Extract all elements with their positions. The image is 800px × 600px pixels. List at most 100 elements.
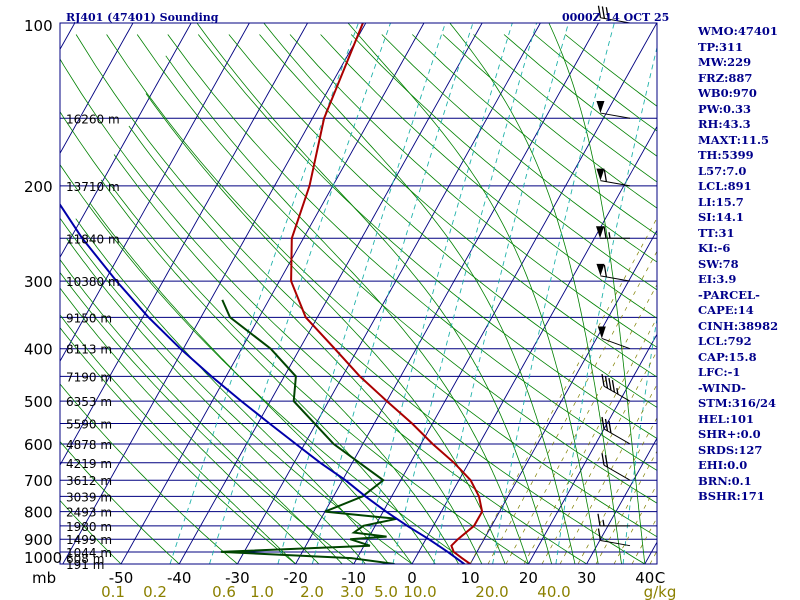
wind-barb-feather (608, 420, 612, 434)
height-label: 16260 m (66, 112, 120, 126)
height-label: 2493 m (66, 506, 112, 520)
isotherm-line (178, 23, 483, 564)
height-label: 7190 m (66, 370, 112, 384)
lapse-rate-line (505, 283, 657, 564)
dry-adiabat-line (60, 383, 239, 564)
index-line: TH:5399 (698, 148, 754, 162)
mixing-ratio-label: 5.0 (374, 583, 398, 600)
wind-barb (600, 539, 631, 547)
wind-barb-feather (601, 374, 605, 387)
moist-adiabat-line (145, 93, 506, 564)
mixing-ratio-label: 0.1 (101, 583, 125, 600)
dry-adiabat-line (75, 34, 646, 564)
isotherm-line (60, 23, 192, 259)
wind-barb (600, 180, 631, 187)
dry-adiabat-line (60, 327, 297, 564)
wind-barb-feather (604, 418, 609, 432)
index-line: SHR+:0.0 (698, 427, 761, 441)
index-line: L57:7.0 (698, 163, 747, 178)
mixing-ratio-line (433, 23, 569, 564)
index-line: SW:78 (698, 256, 739, 271)
index-line: HEL:101 (698, 411, 754, 426)
parcel-trace (60, 202, 465, 564)
index-line: RH:43.3 (698, 117, 751, 131)
index-line: FRZ:887 (698, 70, 753, 85)
index-line: EI:3.9 (698, 272, 737, 286)
dry-adiabat-line (106, 34, 657, 538)
isotherm-line (62, 23, 367, 564)
index-line: SRDS:127 (698, 442, 763, 457)
index-line: MAXT:11.5 (698, 132, 769, 147)
wind-barb (603, 428, 631, 445)
moist-adiabat-line (196, 23, 553, 564)
index-line: PW:0.33 (698, 101, 752, 116)
time-title: 0000Z 14 OCT 25 (562, 11, 669, 24)
isotherm-line (120, 23, 425, 564)
temperature-tick-label: 0 (407, 569, 417, 587)
isotherm-line (295, 23, 599, 564)
pressure-tick-label: 600 (24, 436, 53, 454)
height-label: 4219 m (66, 457, 112, 471)
index-line: KI:-6 (698, 241, 731, 255)
height-label: 191 m (66, 558, 104, 572)
index-line: -PARCEL- (698, 287, 760, 302)
index-line: LCL:891 (698, 179, 752, 193)
dry-adiabat-line (289, 34, 657, 348)
moist-adiabat-line (128, 125, 483, 564)
index-line: CAPE:14 (698, 303, 754, 317)
wind-barb-feather (601, 416, 605, 430)
height-label: 1044 m (66, 546, 112, 560)
wind-barb-feather (601, 6, 606, 19)
index-line: TT:31 (698, 225, 735, 240)
index-line: BRN:0.1 (698, 473, 752, 488)
moist-adiabat-line (165, 55, 529, 564)
index-line: -WIND- (698, 380, 746, 395)
wind-barb-feather (603, 226, 607, 239)
isotherm-line (586, 437, 657, 564)
mixing-ratio-label: 0.6 (212, 583, 236, 600)
pressure-tick-label: 700 (24, 472, 53, 490)
lapse-rate-line (469, 217, 657, 564)
wind-barb (600, 17, 631, 24)
temperature-tick-label: -10 (342, 569, 367, 587)
temperature-tick-label: -20 (283, 569, 308, 587)
mixing-ratio-label: 40.0 (537, 583, 570, 600)
wind-barbs (596, 5, 631, 547)
wind-barb-feather (597, 5, 602, 18)
wind-barb-flag (596, 263, 605, 276)
temperature-tick-label: 30 (577, 569, 596, 587)
dry-adiabat-line (60, 58, 588, 564)
height-label: 5590 m (66, 418, 112, 432)
wind-barb-feather (604, 376, 609, 389)
height-label: 6353 m (66, 395, 112, 409)
stability-indices: WMO:47401 TP:311 MW:229 FRZ:887 WB0:970 PW:0.… (698, 24, 798, 505)
wind-barb-flag (597, 326, 606, 339)
height-label: 8113 m (66, 343, 112, 357)
dry-adiabat-line (60, 164, 471, 564)
moist-adiabat-line (60, 314, 296, 564)
wind-barb (603, 385, 631, 402)
index-line: BSHR:171 (698, 489, 765, 503)
dry-adiabat-line (60, 110, 530, 564)
height-label: 13710 m (66, 180, 120, 194)
pressure-tick-label: 200 (24, 178, 53, 196)
wind-barb-feather (608, 378, 612, 391)
wind-barb-feather (601, 453, 605, 466)
index-line: WMO:47401 (698, 24, 778, 38)
temperature-trace (290, 23, 484, 564)
mixing-ratio-line (209, 23, 391, 564)
wind-barb-feather (605, 7, 609, 20)
wind-barb (600, 112, 631, 119)
temperature-tick-label: 10 (461, 569, 480, 587)
height-label: 1499 m (66, 533, 112, 547)
moist-adiabat-line (60, 258, 343, 564)
height-label: 11840 m (66, 232, 120, 246)
dry-adiabat-line (228, 34, 657, 408)
dry-adiabat-line (381, 34, 657, 263)
index-line: WB0:970 (698, 86, 757, 100)
dry-adiabat-line (167, 34, 657, 471)
mixing-ratio-label: 0.2 (143, 583, 167, 600)
height-label: 3039 m (66, 490, 112, 504)
moist-adiabat-line (60, 287, 320, 564)
